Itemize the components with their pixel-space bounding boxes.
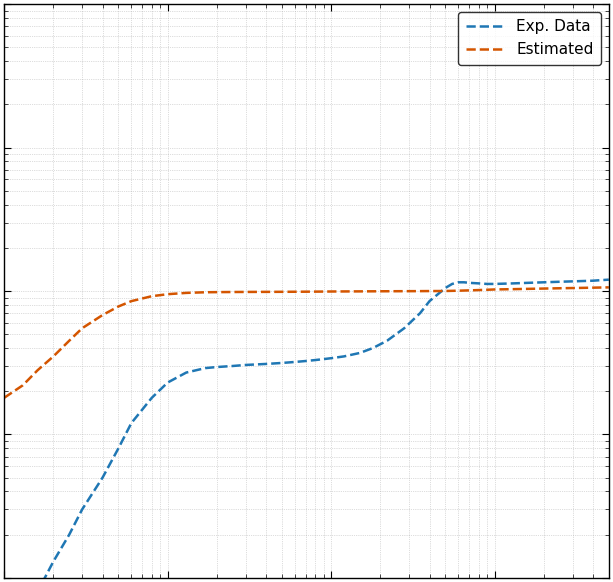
Estimated bbox=[291, 288, 299, 295]
Exp. Data bbox=[383, 337, 390, 344]
Exp. Data bbox=[426, 297, 433, 304]
Exp. Data bbox=[356, 349, 364, 356]
Exp. Data bbox=[442, 285, 449, 292]
Estimated bbox=[442, 288, 449, 294]
Estimated bbox=[320, 288, 327, 295]
Estimated bbox=[475, 286, 482, 293]
Exp. Data bbox=[340, 353, 348, 360]
Exp. Data bbox=[320, 356, 327, 363]
Estimated bbox=[383, 288, 390, 294]
Estimated bbox=[589, 284, 596, 291]
Estimated bbox=[19, 382, 26, 389]
Estimated bbox=[213, 289, 221, 296]
Exp. Data bbox=[491, 281, 498, 288]
Estimated bbox=[34, 367, 41, 374]
Estimated bbox=[484, 286, 491, 293]
Exp. Data bbox=[202, 364, 209, 371]
Exp. Data bbox=[302, 357, 310, 364]
Exp. Data bbox=[311, 357, 319, 364]
Estimated bbox=[164, 290, 171, 297]
Estimated bbox=[369, 288, 376, 295]
Exp. Data bbox=[556, 278, 563, 285]
Estimated bbox=[340, 288, 348, 295]
Estimated bbox=[426, 288, 433, 294]
Exp. Data bbox=[434, 290, 441, 297]
Estimated bbox=[278, 288, 286, 295]
Exp. Data bbox=[540, 279, 547, 286]
Exp. Data bbox=[509, 280, 517, 287]
Exp. Data bbox=[164, 379, 171, 386]
Estimated bbox=[416, 288, 424, 294]
Estimated bbox=[78, 325, 86, 332]
Estimated bbox=[148, 293, 156, 300]
Exp. Data bbox=[400, 325, 408, 332]
Exp. Data bbox=[128, 420, 135, 427]
Line: Exp. Data: Exp. Data bbox=[4, 279, 609, 582]
Exp. Data bbox=[460, 279, 468, 286]
Exp. Data bbox=[66, 531, 73, 538]
Estimated bbox=[400, 288, 408, 294]
Estimated bbox=[466, 287, 473, 294]
Exp. Data bbox=[524, 279, 531, 286]
Exp. Data bbox=[574, 278, 581, 285]
Exp. Data bbox=[229, 363, 237, 370]
Exp. Data bbox=[213, 364, 221, 371]
Estimated bbox=[50, 353, 57, 360]
Exp. Data bbox=[369, 345, 376, 352]
Exp. Data bbox=[589, 277, 596, 284]
Legend: Exp. Data, Estimated: Exp. Data, Estimated bbox=[458, 12, 601, 65]
Exp. Data bbox=[115, 445, 122, 452]
Estimated bbox=[99, 311, 106, 318]
Exp. Data bbox=[262, 360, 270, 367]
Exp. Data bbox=[50, 558, 57, 565]
Estimated bbox=[262, 289, 270, 296]
Exp. Data bbox=[148, 395, 156, 402]
Exp. Data bbox=[278, 360, 286, 367]
Exp. Data bbox=[327, 354, 335, 361]
Estimated bbox=[1, 395, 8, 402]
Estimated bbox=[66, 337, 73, 344]
Estimated bbox=[242, 289, 249, 296]
Estimated bbox=[605, 284, 612, 291]
Exp. Data bbox=[291, 359, 299, 365]
Exp. Data bbox=[466, 279, 473, 286]
Estimated bbox=[509, 286, 517, 293]
Estimated bbox=[524, 285, 531, 292]
Estimated bbox=[556, 285, 563, 292]
Exp. Data bbox=[416, 310, 424, 317]
Estimated bbox=[574, 285, 581, 292]
Estimated bbox=[202, 289, 209, 296]
Exp. Data bbox=[99, 474, 106, 481]
Estimated bbox=[302, 288, 310, 295]
Exp. Data bbox=[78, 506, 86, 513]
Estimated bbox=[183, 289, 190, 296]
Line: Estimated: Estimated bbox=[4, 288, 609, 398]
Estimated bbox=[540, 285, 547, 292]
Exp. Data bbox=[484, 281, 491, 288]
Estimated bbox=[115, 303, 122, 310]
Exp. Data bbox=[242, 361, 249, 368]
Exp. Data bbox=[183, 369, 190, 376]
Estimated bbox=[491, 286, 498, 293]
Estimated bbox=[128, 297, 135, 304]
Estimated bbox=[356, 288, 364, 295]
Exp. Data bbox=[455, 279, 462, 286]
Estimated bbox=[327, 288, 335, 295]
Estimated bbox=[229, 289, 237, 296]
Exp. Data bbox=[475, 280, 482, 287]
Estimated bbox=[455, 287, 462, 294]
Exp. Data bbox=[605, 276, 612, 283]
Exp. Data bbox=[449, 281, 456, 288]
Estimated bbox=[311, 288, 319, 295]
